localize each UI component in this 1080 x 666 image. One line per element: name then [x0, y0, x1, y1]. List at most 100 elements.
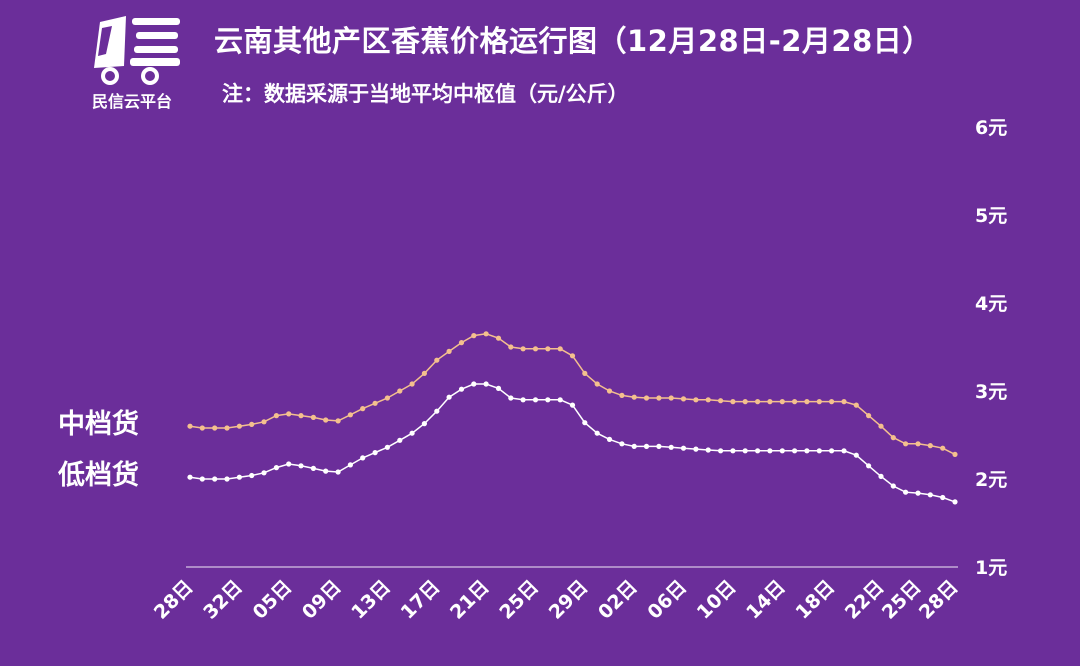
y-tick-label: 2元	[975, 469, 1007, 491]
data-point-low	[273, 465, 279, 471]
data-point-low	[532, 397, 539, 403]
x-tick-label: 28日	[150, 576, 198, 624]
data-point-low	[446, 394, 452, 400]
x-tick-label: 10日	[693, 576, 741, 624]
y-tick-label: 5元	[975, 205, 1007, 227]
data-point-low	[841, 448, 847, 454]
data-point-low	[199, 476, 205, 482]
data-point-low	[471, 381, 477, 387]
data-point-low	[619, 441, 625, 447]
data-point-mid	[458, 340, 465, 346]
series-line-mid	[189, 333, 956, 456]
x-tick-label: 17日	[397, 576, 445, 624]
data-point-mid	[532, 346, 539, 352]
data-point-low	[631, 443, 637, 449]
data-point-low	[421, 421, 427, 427]
data-point-low	[656, 443, 662, 449]
data-point-mid	[323, 417, 329, 423]
x-tick-label: 28日	[915, 576, 963, 624]
data-point-low	[520, 397, 526, 403]
data-point-mid	[569, 353, 576, 359]
data-point-low	[397, 437, 403, 443]
data-point-mid	[841, 399, 847, 405]
data-point-low	[804, 448, 810, 454]
data-point-mid	[816, 399, 822, 405]
data-point-low	[643, 443, 650, 449]
x-tick-label: 02日	[594, 576, 642, 624]
data-point-mid	[434, 357, 440, 363]
y-tick-label: 1元	[975, 557, 1007, 579]
data-point-mid	[446, 348, 452, 354]
data-point-mid	[495, 335, 502, 341]
data-point-low	[409, 430, 415, 436]
data-point-mid	[878, 423, 884, 429]
data-point-low	[323, 468, 329, 474]
data-point-low	[816, 448, 822, 454]
data-point-mid	[705, 397, 711, 403]
x-tick-label: 25日	[878, 576, 926, 624]
data-point-mid	[915, 441, 921, 447]
data-point-mid	[927, 443, 933, 449]
data-point-mid	[890, 435, 896, 441]
data-point-mid	[853, 402, 859, 408]
data-point-low	[878, 473, 884, 479]
y-axis-ticks: 1元 2元 3元 4元 5元 6元	[975, 117, 1007, 579]
y-tick-label: 3元	[975, 381, 1007, 403]
data-point-mid	[631, 394, 637, 400]
x-tick-label: 18日	[791, 576, 839, 624]
data-point-mid	[804, 399, 810, 405]
series-layer	[187, 331, 958, 505]
data-point-mid	[286, 411, 292, 417]
data-point-mid	[755, 399, 761, 405]
data-point-low	[594, 430, 600, 436]
data-point-low	[495, 385, 502, 391]
data-point-mid	[866, 413, 872, 419]
data-point-low	[693, 446, 699, 452]
data-point-mid	[236, 423, 242, 429]
data-point-mid	[372, 400, 378, 406]
x-tick-label: 05日	[249, 576, 297, 624]
data-point-mid	[421, 370, 427, 376]
data-point-mid	[249, 421, 255, 427]
data-point-mid	[298, 413, 304, 419]
truck-logo-icon	[94, 16, 180, 85]
data-point-mid	[940, 445, 946, 451]
data-point-mid	[767, 399, 773, 405]
data-point-mid	[656, 395, 662, 401]
data-point-low	[680, 445, 687, 451]
data-point-low	[903, 489, 909, 495]
data-point-low	[508, 395, 514, 401]
data-point-low	[829, 448, 835, 454]
data-point-low	[668, 444, 674, 450]
data-point-low	[372, 450, 378, 456]
data-point-low	[927, 492, 933, 498]
data-point-mid	[903, 441, 909, 447]
data-point-low	[890, 483, 896, 489]
data-point-mid	[273, 413, 279, 419]
x-tick-label: 14日	[742, 576, 790, 624]
data-point-mid	[730, 399, 736, 405]
data-point-low	[360, 455, 366, 461]
series-label-mid: 中档货	[58, 408, 139, 440]
data-point-low	[952, 499, 958, 505]
data-point-low	[569, 402, 576, 408]
data-point-mid	[545, 346, 551, 352]
data-point-mid	[718, 398, 724, 404]
data-point-low	[730, 448, 736, 454]
chart-subtitle: 注：数据采源于当地平均中枢值（元/公斤）	[222, 82, 629, 106]
data-point-mid	[384, 395, 390, 401]
x-tick-label: 25日	[495, 576, 543, 624]
data-point-mid	[212, 425, 218, 431]
x-tick-label: 29日	[545, 576, 593, 624]
data-point-mid	[779, 399, 785, 405]
data-point-low	[335, 469, 341, 475]
data-point-mid	[397, 388, 403, 394]
data-point-mid	[520, 346, 526, 352]
data-point-mid	[952, 451, 958, 457]
data-point-low	[545, 397, 551, 403]
data-point-low	[249, 472, 255, 479]
data-point-mid	[643, 395, 650, 401]
data-point-mid	[261, 419, 267, 425]
data-point-mid	[187, 423, 193, 429]
